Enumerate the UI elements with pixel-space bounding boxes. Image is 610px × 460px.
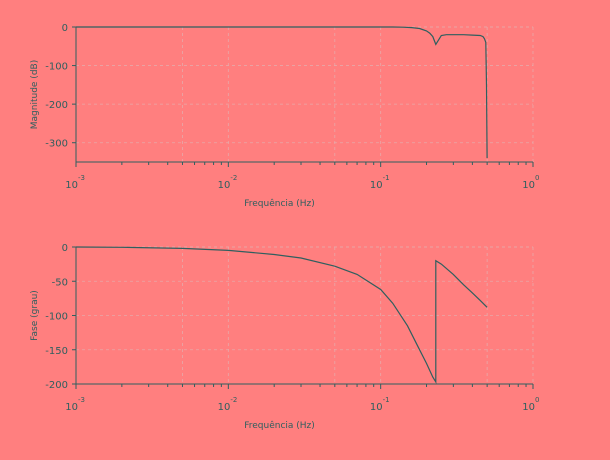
x-tick-label: 10 — [370, 402, 383, 413]
y-tick-label: -100 — [45, 312, 68, 323]
y-axis-label: Magnitude (dB) — [30, 60, 40, 129]
x-axis-label: Frequência (Hz) — [244, 198, 315, 209]
y-tick-label: -200 — [45, 380, 68, 391]
y-tick-label: -300 — [45, 139, 68, 150]
y-tick-label: -50 — [52, 277, 68, 288]
y-tick-label: -100 — [45, 62, 68, 73]
series-line-1 — [76, 26, 488, 159]
x-tick-label: 10 — [218, 402, 231, 413]
x-tick-label: 10 — [522, 180, 535, 191]
x-tick-exponent: -3 — [78, 174, 85, 182]
chart-2: 0-50-100-150-20010-310-210-1100Frequênci… — [30, 243, 539, 431]
y-tick-label: 0 — [62, 243, 68, 254]
y-tick-label: 0 — [62, 23, 68, 34]
x-tick-label: 10 — [65, 180, 78, 191]
x-tick-exponent: 0 — [535, 396, 539, 404]
x-tick-exponent: -2 — [230, 396, 237, 404]
y-axis-label: Fase (grau) — [30, 290, 40, 341]
x-tick-label: 10 — [218, 180, 231, 191]
x-tick-exponent: 0 — [535, 174, 539, 182]
x-tick-label: 10 — [370, 180, 383, 191]
x-tick-exponent: -1 — [383, 396, 390, 404]
x-tick-label: 10 — [65, 402, 78, 413]
x-tick-exponent: -1 — [383, 174, 390, 182]
x-tick-exponent: -3 — [78, 396, 85, 404]
x-tick-exponent: -2 — [230, 174, 237, 182]
x-tick-label: 10 — [522, 402, 535, 413]
x-axis-label: Frequência (Hz) — [244, 420, 315, 431]
series-line-1 — [75, 246, 488, 384]
y-tick-label: -200 — [45, 100, 68, 111]
y-tick-label: -150 — [45, 346, 68, 357]
